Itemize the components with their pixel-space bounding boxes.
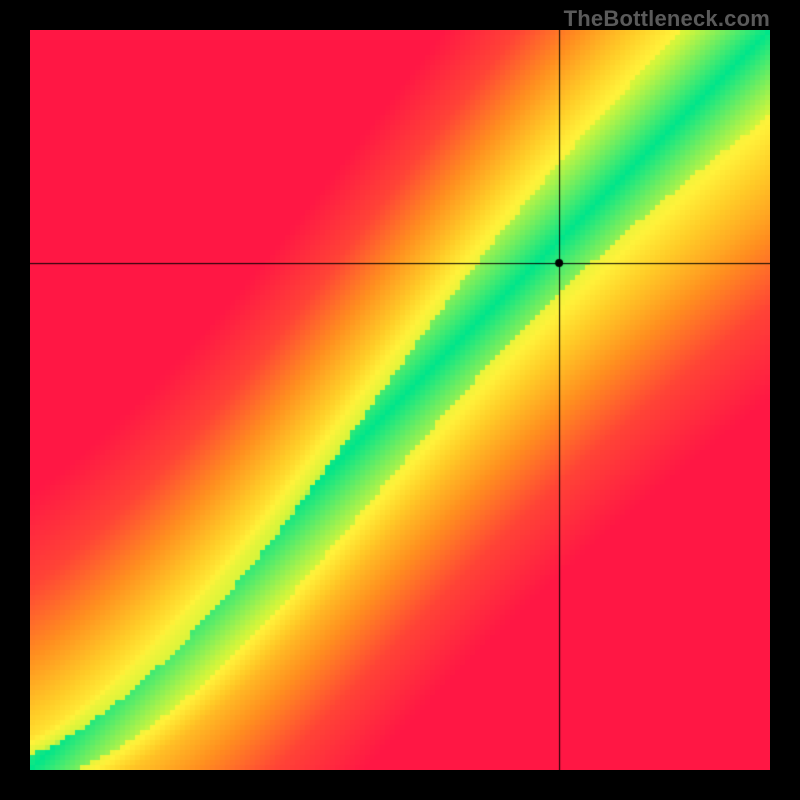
watermark-text: TheBottleneck.com [564,6,770,32]
bottleneck-heatmap [30,30,770,770]
chart-container: { "watermark": { "text": "TheBottleneck.… [0,0,800,800]
